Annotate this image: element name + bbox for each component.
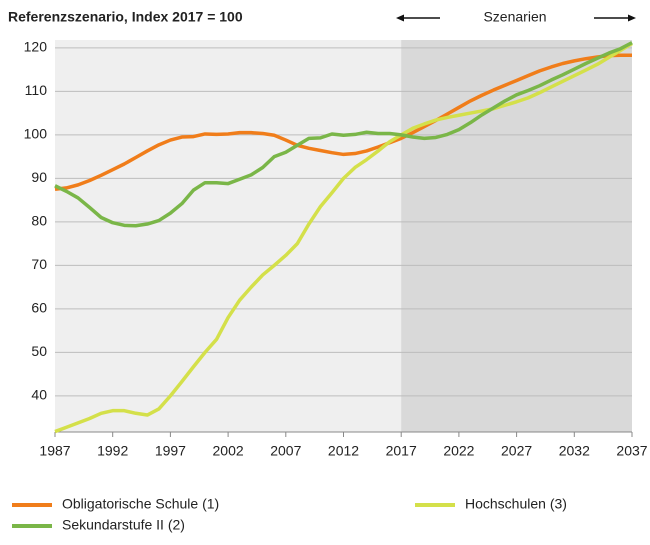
x-tick-label: 2037 (616, 443, 647, 459)
y-tick-label: 110 (25, 82, 48, 98)
x-tick-label: 1997 (155, 443, 186, 459)
x-tick-label: 2017 (386, 443, 417, 459)
x-tick-label: 2022 (443, 443, 474, 459)
y-tick-label: 70 (31, 256, 47, 272)
y-tick-label: 60 (31, 300, 47, 316)
x-tick-label: 2007 (270, 443, 301, 459)
legend-label: Sekundarstufe II (2) (62, 517, 185, 533)
series-line (54, 41, 633, 228)
x-tick-label: 1987 (39, 443, 70, 459)
annotation: Szenarien (483, 9, 546, 25)
series-line (54, 41, 633, 434)
x-tick-label: 1992 (97, 443, 128, 459)
chart-title: Referenzszenario, Index 2017 = 100 (8, 9, 243, 25)
y-tick-label: 120 (24, 39, 48, 55)
x-tick-label: 2032 (559, 443, 590, 459)
series-line (54, 53, 632, 191)
x-tick-label: 2012 (328, 443, 359, 459)
legend-label: Hochschulen (3) (465, 496, 567, 512)
y-tick-label: 80 (31, 213, 47, 229)
arrows (396, 14, 636, 22)
x-tick-label: 2027 (501, 443, 532, 459)
y-tick-label: 90 (31, 169, 47, 185)
x-tick-label: 2002 (213, 443, 244, 459)
y-tick-label: 100 (24, 126, 48, 142)
y-tick-label: 40 (31, 387, 47, 403)
legend-label: Obligatorische Schule (1) (62, 496, 219, 512)
y-tick-label: 50 (31, 343, 47, 359)
scenario-region (401, 40, 632, 432)
